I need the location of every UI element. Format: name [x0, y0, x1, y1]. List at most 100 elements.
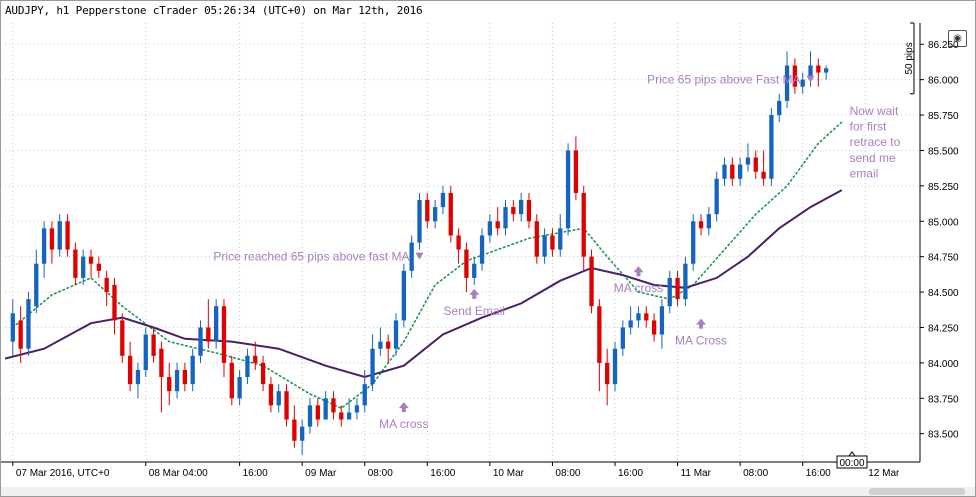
annotation-label: Price 65 pips above Fast MA — [647, 73, 800, 87]
candle-body — [214, 306, 219, 342]
candle-body — [519, 200, 524, 215]
candle — [57, 214, 62, 257]
arrow-up-icon — [398, 402, 409, 413]
candle-body — [57, 221, 62, 250]
candle-body — [612, 348, 618, 385]
candle — [667, 270, 672, 314]
x-tick-label: 16:00 — [618, 468, 643, 479]
candle-body — [636, 313, 641, 321]
candle — [612, 341, 618, 392]
annotation-note: Now wait — [850, 104, 899, 118]
grid — [5, 23, 920, 462]
candle-body — [167, 377, 172, 392]
y-tick-label: 84.000 — [928, 359, 959, 370]
candle — [378, 327, 383, 356]
y-tick-label: 85.000 — [928, 217, 959, 228]
candle-body — [49, 228, 55, 250]
candle — [526, 192, 532, 229]
candle-body — [237, 377, 242, 399]
candle — [675, 270, 680, 307]
candle-body — [370, 348, 375, 385]
candle-body — [503, 207, 508, 229]
candle-body — [159, 348, 164, 378]
scroll-thumb[interactable] — [869, 488, 965, 495]
candle — [753, 150, 758, 179]
candle — [651, 313, 657, 342]
candle-body — [511, 207, 516, 215]
candle — [370, 334, 375, 392]
candle-body — [276, 391, 281, 406]
candle-body — [659, 306, 665, 335]
candle-body — [362, 384, 367, 406]
candle-body — [769, 115, 774, 179]
candle-body — [190, 355, 195, 385]
candle — [18, 306, 23, 363]
candle-body — [307, 405, 313, 427]
candle-body — [323, 398, 328, 420]
candle — [495, 207, 500, 236]
candle — [206, 299, 211, 349]
candle — [339, 405, 344, 427]
candle-body — [651, 320, 657, 335]
slow-ma-line — [4, 189, 843, 379]
candle — [214, 299, 219, 349]
annotation-note: for first — [850, 120, 887, 134]
candle-body — [495, 221, 500, 229]
candle-body — [706, 214, 711, 229]
candle — [409, 235, 414, 278]
candle-body — [18, 320, 23, 349]
camera-icon[interactable]: ◉ — [948, 30, 967, 47]
candle — [816, 58, 821, 87]
candle-body — [253, 355, 258, 363]
x-tick-label: 09 Mar — [305, 468, 337, 479]
candle-body — [143, 334, 148, 370]
candle — [268, 377, 274, 413]
candle — [182, 362, 188, 392]
candle — [26, 292, 31, 356]
candle — [550, 228, 555, 257]
candle-body — [730, 164, 735, 179]
horizontal-scrollbar[interactable] — [1, 487, 975, 496]
candle — [49, 221, 55, 264]
time-badge-pointer — [848, 451, 856, 457]
candle — [691, 214, 696, 271]
chart-title: AUDJPY, h1 Pepperstone cTrader 05:26:34 … — [5, 4, 423, 17]
y-tick-label: 84.750 — [928, 253, 959, 264]
candle-body — [487, 221, 493, 236]
candle-body — [737, 164, 743, 179]
candle-body — [432, 207, 438, 222]
annotation-label: Send Email — [444, 304, 505, 318]
candle — [284, 384, 289, 427]
candle-body — [440, 192, 446, 208]
candle — [167, 362, 172, 406]
candle-body — [354, 405, 360, 413]
annotation-note: send me — [850, 151, 896, 165]
arrow-up-icon — [469, 288, 480, 299]
candle-body — [605, 362, 610, 385]
candle-body — [393, 320, 399, 349]
candle-body — [221, 306, 227, 363]
candle — [143, 327, 148, 378]
y-tick-label: 83.500 — [928, 430, 959, 441]
price-chart[interactable]: Price reached 65 pips above fast MA Send … — [1, 1, 975, 487]
candle-body — [800, 79, 805, 87]
candle — [174, 362, 180, 399]
candle — [800, 72, 805, 94]
y-tick-label: 85.500 — [928, 146, 959, 157]
x-tick-label: 16:00 — [243, 468, 268, 479]
candle — [440, 185, 446, 215]
candle — [605, 348, 610, 406]
candle-body — [127, 355, 133, 385]
candle — [96, 256, 101, 278]
candle-body — [104, 277, 109, 293]
candle — [292, 405, 297, 448]
candle — [417, 192, 422, 250]
candle-body — [151, 334, 156, 356]
candle-body — [479, 235, 485, 264]
candle — [198, 320, 203, 363]
candle-body — [698, 221, 704, 229]
candle-body — [378, 341, 383, 349]
candle — [714, 171, 719, 222]
candle — [784, 51, 790, 108]
